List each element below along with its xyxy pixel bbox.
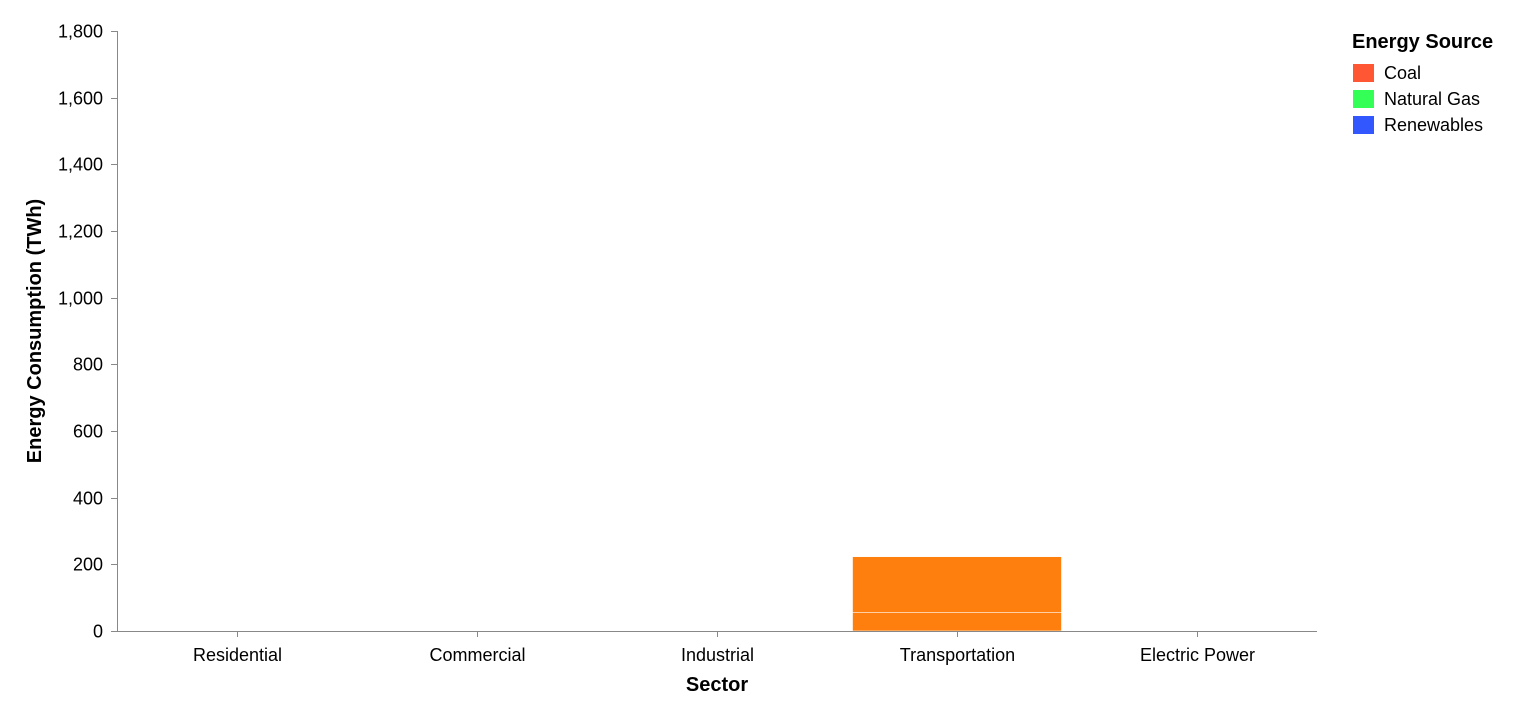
y-tick-label: 400 (73, 489, 103, 509)
x-tick-label: Electric Power (1140, 645, 1255, 665)
x-axis-title: Sector (686, 674, 748, 696)
legend: Energy Source Coal Natural Gas Renewables (1352, 31, 1493, 135)
y-tick-label: 200 (73, 555, 103, 575)
bar-transportation-segment-0 (852, 612, 1062, 632)
legend-title: Energy Source (1352, 31, 1493, 53)
bar-transportation-segment-1 (852, 556, 1062, 613)
x-tick-label: Industrial (681, 645, 754, 665)
axes: 0 200 400 600 800 1,000 1,200 1,400 1,600 1,800 Re… (58, 22, 1317, 665)
y-tick-label: 1,200 (58, 222, 103, 242)
y-tick-label: 1,400 (58, 155, 103, 175)
x-tick-label: Residential (193, 645, 282, 665)
legend-label-natural-gas: Natural Gas (1384, 89, 1480, 109)
legend-swatch-natural-gas (1353, 90, 1374, 108)
y-tick-label: 800 (73, 355, 103, 375)
x-tick-label: Commercial (429, 645, 525, 665)
legend-swatch-renewables (1353, 116, 1374, 134)
y-axis-title: Energy Consumption (TWh) (24, 199, 46, 463)
y-tick-label: 1,800 (58, 22, 103, 42)
y-tick-label: 0 (93, 622, 103, 642)
x-tick-label: Transportation (900, 645, 1015, 665)
y-tick-label: 1,600 (58, 89, 103, 109)
legend-label-coal: Coal (1384, 63, 1421, 83)
legend-label-renewables: Renewables (1384, 115, 1483, 135)
bars (852, 556, 1062, 632)
y-tick-label: 600 (73, 422, 103, 442)
y-tick-label: 1,000 (58, 289, 103, 309)
legend-swatch-coal (1353, 64, 1374, 82)
